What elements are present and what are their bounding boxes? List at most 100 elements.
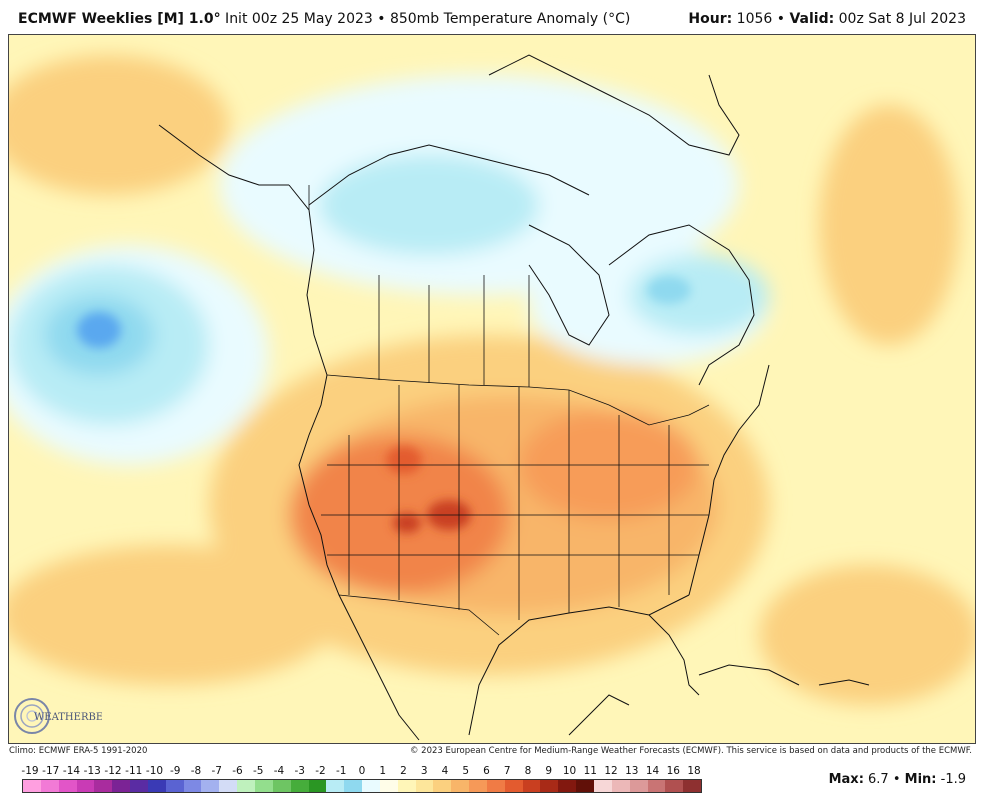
- legend-swatch: [130, 780, 148, 792]
- coastline-hudson: [528, 224, 610, 346]
- legend-label: 14: [645, 765, 660, 777]
- legend-label: 1: [379, 765, 387, 777]
- legend-label: -6: [232, 765, 243, 777]
- legend-swatch: [522, 780, 541, 792]
- anomaly-fill: [9, 55, 975, 705]
- legend-label: -2: [315, 765, 326, 777]
- hotspot-utah: [393, 513, 421, 533]
- legend-swatch: [629, 780, 648, 792]
- legend-swatch: [379, 780, 398, 792]
- hour-label: Hour:: [688, 11, 733, 27]
- legend-label: 8: [524, 765, 532, 777]
- legend-label: 3: [420, 765, 428, 777]
- cold-arctic-islands: [319, 155, 539, 255]
- legend-swatch: [576, 780, 594, 792]
- legend-label: -8: [190, 765, 202, 777]
- legend-swatch: [201, 780, 220, 792]
- model-degree: °: [213, 11, 221, 27]
- legend-label: 9: [545, 765, 553, 777]
- legend-label: 12: [604, 765, 618, 777]
- legend-swatch: [254, 780, 273, 792]
- min-label: Min:: [904, 772, 937, 787]
- map-canvas: [9, 35, 975, 743]
- weatherbell-logo: WEATHERBELL: [12, 692, 117, 738]
- legend-swatch: [183, 780, 202, 792]
- legend-swatch: [451, 780, 470, 792]
- color-legend: [22, 779, 702, 793]
- legend-label: 5: [462, 765, 470, 777]
- init-and-field: Init 00z 25 May 2023 • 850mb Temperature…: [220, 11, 631, 27]
- legend-label: -3: [294, 765, 305, 777]
- legend-swatch: [290, 780, 309, 792]
- header: ECMWF Weeklies [M] 1.0° Init 00z 25 May …: [0, 0, 984, 34]
- legend-label: -17: [42, 765, 60, 777]
- legend-swatch: [397, 780, 416, 792]
- legend-swatch: [433, 780, 452, 792]
- anomaly-map[interactable]: [8, 34, 976, 744]
- legend-swatch: [76, 780, 95, 792]
- min-value: -1.9: [936, 772, 966, 787]
- coastline-alaska: [158, 124, 289, 186]
- legend-swatch: [40, 780, 59, 792]
- coastline-labrador: [608, 224, 755, 386]
- max-value: 6.7 •: [863, 772, 905, 787]
- legend-label: -10: [145, 765, 164, 777]
- borders: [308, 185, 710, 636]
- coldspot-quebec: [647, 276, 691, 304]
- valid-value: 00z Sat 8 Jul 2023: [834, 11, 966, 27]
- legend-label: 13: [625, 765, 639, 777]
- legend-label: -12: [104, 765, 122, 777]
- model-name: ECMWF Weeklies [M] 1.0: [18, 11, 214, 27]
- anomaly-hotspots: [77, 276, 691, 533]
- legend-swatch: [165, 780, 184, 792]
- valid-label: Valid:: [789, 11, 835, 27]
- border-us-mexico: [338, 594, 500, 636]
- warm-north-atlantic: [819, 105, 959, 345]
- coastline-arctic: [308, 144, 590, 206]
- legend-swatch: [611, 780, 630, 792]
- valid-time: Hour: 1056 • Valid: 00z Sat 8 Jul 2023: [688, 11, 966, 27]
- climo-note: Climo: ECMWF ERA-5 1991-2020: [9, 746, 148, 756]
- legend-swatch: [504, 780, 523, 792]
- logo-text: WEATHERBELL: [34, 712, 102, 723]
- coastline-greenland: [488, 54, 740, 156]
- legend-label: -1: [336, 765, 347, 777]
- hotspot-wyoming: [386, 446, 422, 474]
- legend-swatch: [112, 780, 131, 792]
- coastline-gulf: [468, 594, 690, 736]
- legend-swatch: [362, 780, 380, 792]
- max-min-summary: Max: 6.7 • Min: -1.9: [829, 772, 966, 787]
- legend-swatch: [486, 780, 505, 792]
- hour-value: 1056 •: [732, 11, 790, 27]
- warm-south-atlantic: [759, 565, 975, 705]
- legend-swatch: [147, 780, 166, 792]
- legend-label: -9: [170, 765, 181, 777]
- legend-label: 16: [666, 765, 680, 777]
- legend-swatch: [308, 780, 327, 792]
- legend-swatch: [540, 780, 559, 792]
- coldspot-pacific: [77, 312, 121, 348]
- legend-label: 6: [483, 765, 490, 777]
- max-label: Max:: [828, 772, 864, 787]
- logo-graphic: WEATHERBELL: [14, 698, 117, 734]
- coastline-east: [688, 364, 770, 596]
- cold-quebec: [629, 255, 769, 335]
- coastline-yucatan: [568, 694, 630, 736]
- legend-swatch: [326, 780, 345, 792]
- warm-gulf-alaska: [9, 55, 229, 195]
- legend-swatch: [23, 780, 41, 792]
- legend-swatch: [272, 780, 291, 792]
- legend-label: -5: [253, 765, 264, 777]
- legend-swatch: [415, 780, 434, 792]
- legend-label: -7: [211, 765, 222, 777]
- coastline-florida: [648, 614, 700, 696]
- legend-swatch: [558, 780, 577, 792]
- legend-swatch: [647, 780, 666, 792]
- legend-label: 4: [441, 765, 449, 777]
- legend-swatch: [237, 780, 255, 792]
- map-title: ECMWF Weeklies [M] 1.0° Init 00z 25 May …: [18, 11, 630, 27]
- coastline-cuba: [698, 664, 800, 686]
- legend-label: 10: [562, 765, 577, 777]
- legend-swatch: [683, 780, 702, 792]
- legend-label: -14: [62, 765, 81, 777]
